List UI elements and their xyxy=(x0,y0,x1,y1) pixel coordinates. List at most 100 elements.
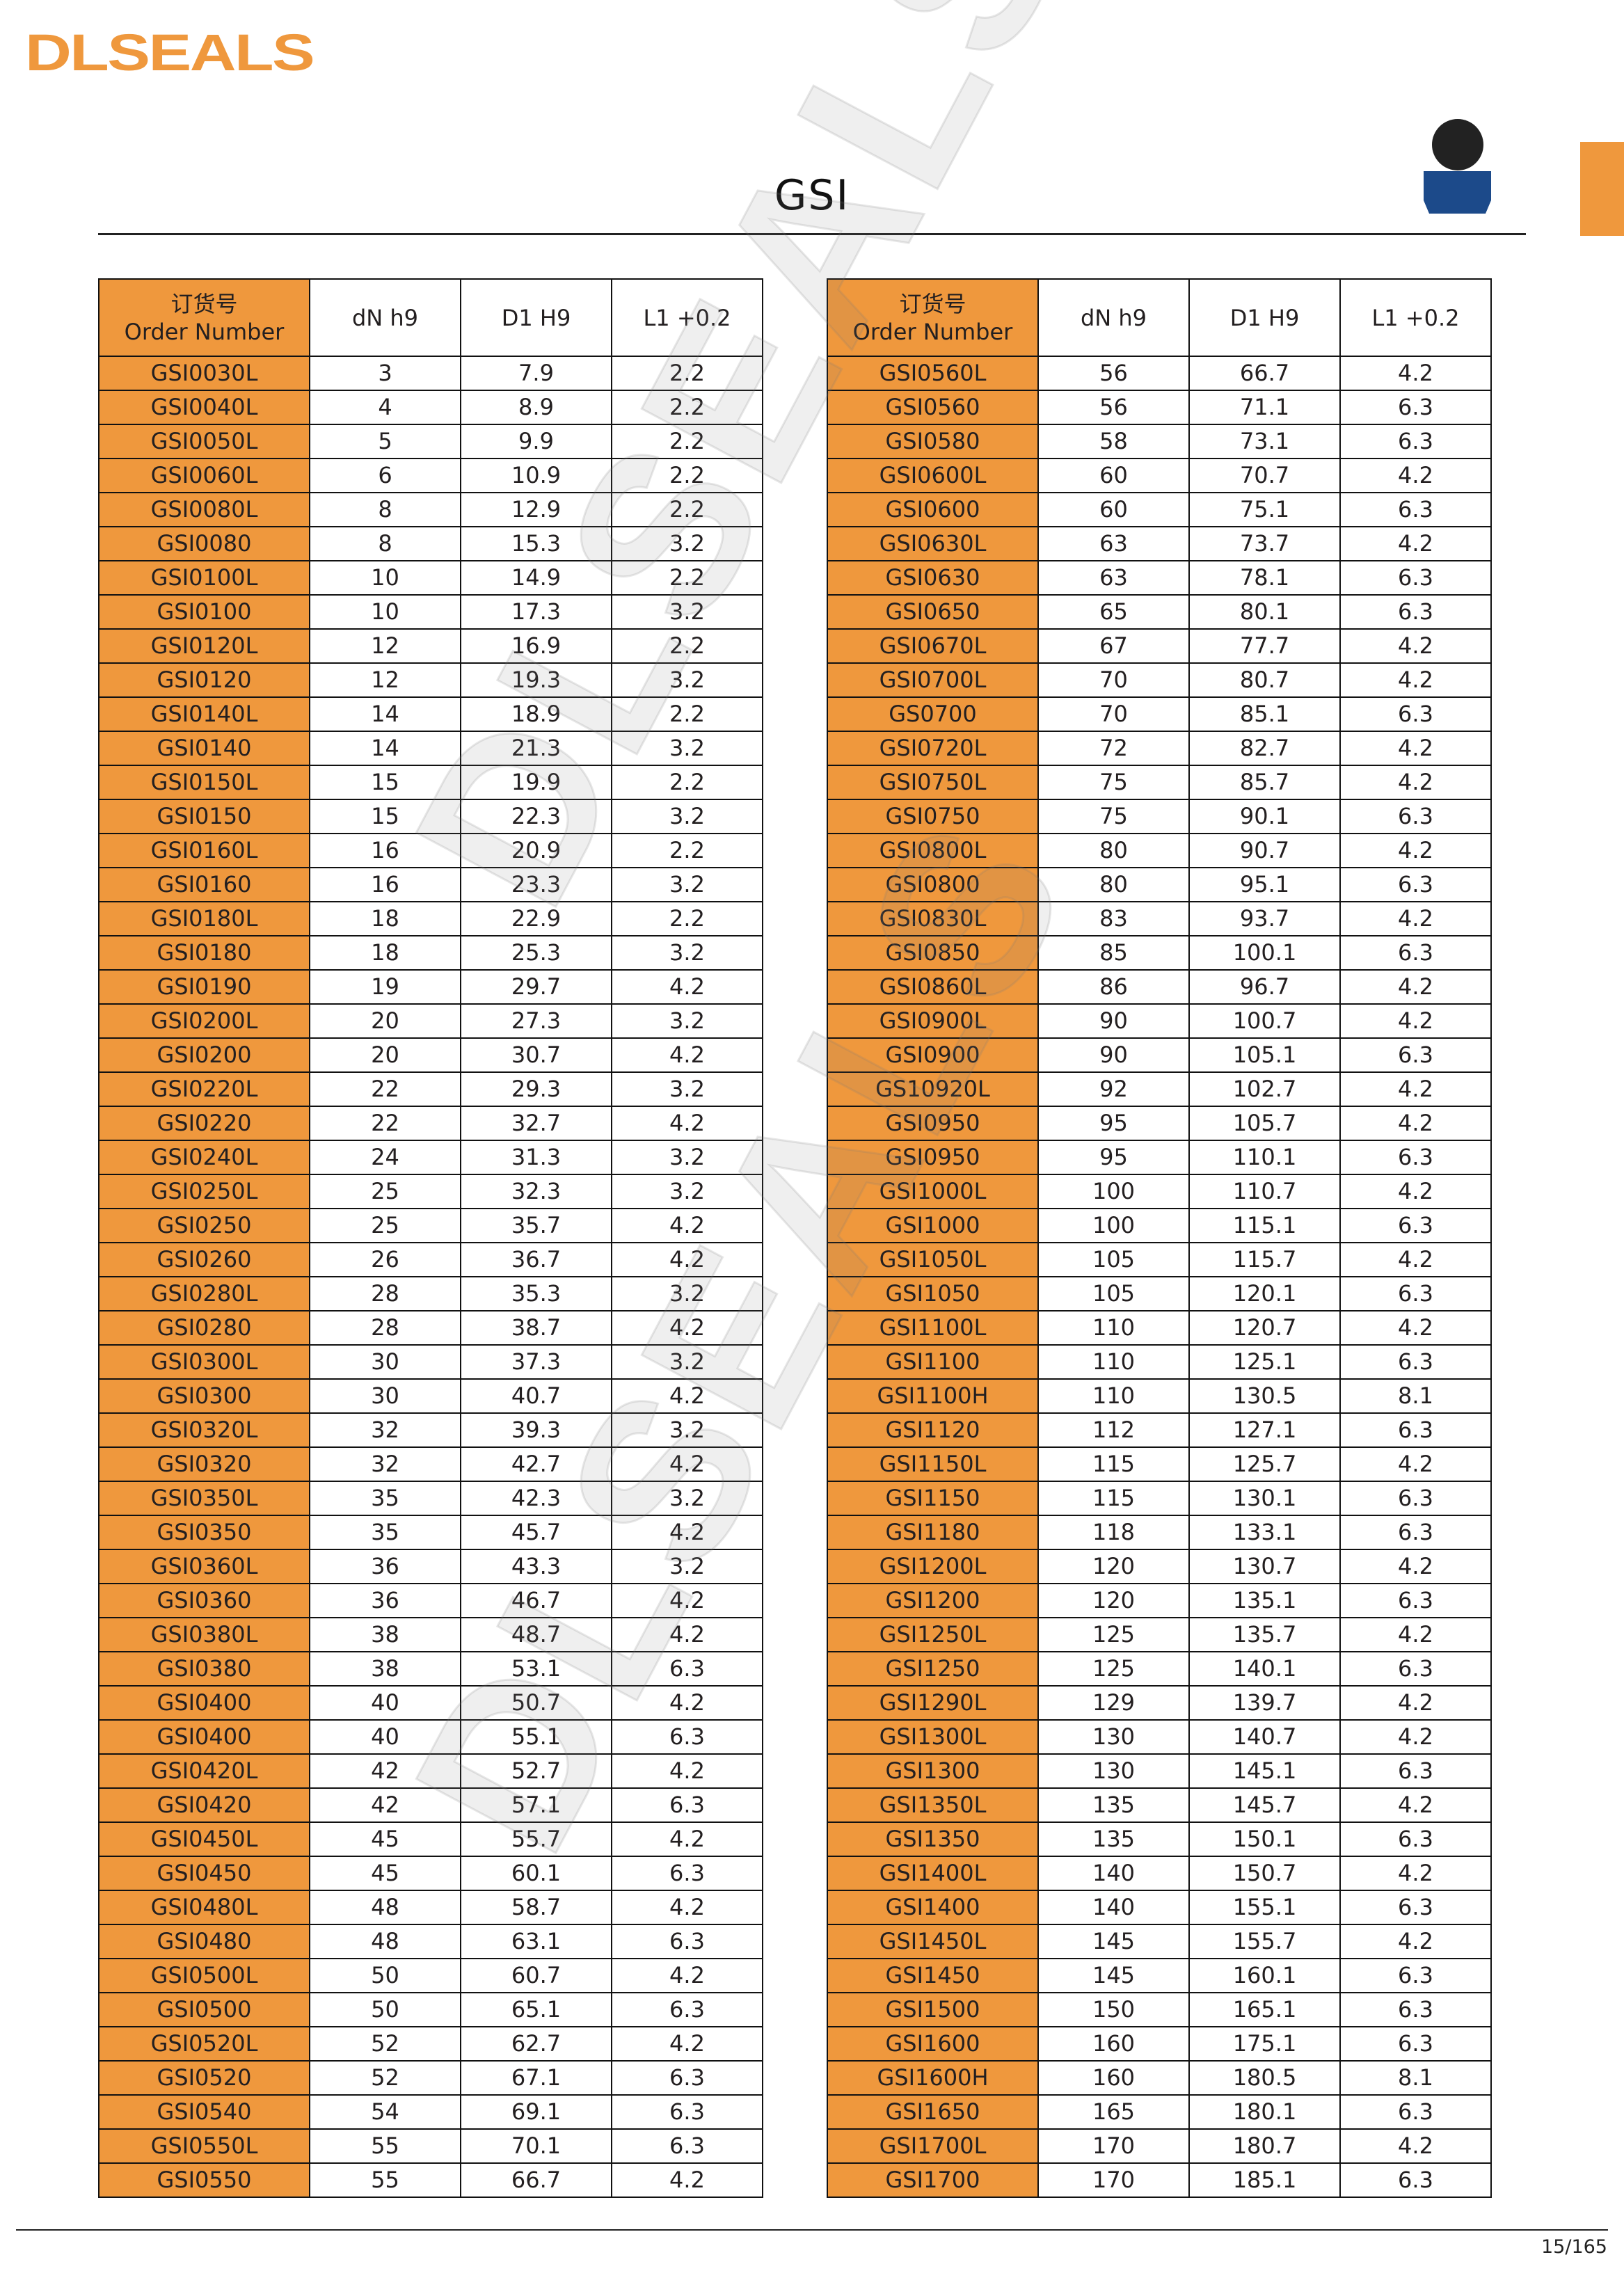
spec-table-right: 订货号 Order Number dN h9 D1 H9 L1 +0.2 GSI0… xyxy=(827,278,1492,2198)
order-number-cell: GSI0160L xyxy=(98,833,310,868)
table-row: GSI0600L 60 70.7 4.2 xyxy=(827,458,1492,493)
l1-cell: 4.2 xyxy=(1339,1924,1492,1959)
table-row: GSI0480L 48 58.7 4.2 xyxy=(98,1890,763,1925)
d1-cell: 22.9 xyxy=(460,901,612,936)
dn-cell: 140 xyxy=(1037,1856,1190,1891)
d1-cell: 135.7 xyxy=(1188,1617,1341,1652)
dn-cell: 140 xyxy=(1037,1890,1190,1925)
table-row: GS0700 70 85.1 6.3 xyxy=(827,696,1492,732)
order-number-cell: GSI0600L xyxy=(827,458,1039,493)
l1-cell: 4.2 xyxy=(611,1310,763,1346)
order-number-cell: GSI1600H xyxy=(827,2060,1039,2096)
d1-cell: 70.1 xyxy=(460,2128,612,2164)
l1-cell: 3.2 xyxy=(611,1003,763,1039)
d1-cell: 120.7 xyxy=(1188,1310,1341,1346)
dn-cell: 40 xyxy=(309,1719,461,1755)
table-row: GSI0900 90 105.1 6.3 xyxy=(827,1037,1492,1073)
dn-cell: 125 xyxy=(1037,1617,1190,1652)
d1-cell: 40.7 xyxy=(460,1378,612,1414)
dn-cell: 35 xyxy=(309,1481,461,1516)
seal-profile-icon xyxy=(1424,119,1491,214)
l1-cell: 4.2 xyxy=(611,1242,763,1277)
table-row: GSI0650 65 80.1 6.3 xyxy=(827,594,1492,630)
order-number-cell: GSI0450L xyxy=(98,1821,310,1857)
table-row: GSI1050L 105 115.7 4.2 xyxy=(827,1242,1492,1277)
l1-cell: 6.3 xyxy=(611,2094,763,2130)
order-number-cell: GSI0300 xyxy=(98,1378,310,1414)
d1-cell: 32.3 xyxy=(460,1174,612,1209)
table-row: GSI0380 38 53.1 6.3 xyxy=(98,1651,763,1687)
dn-cell: 36 xyxy=(309,1583,461,1618)
d1-cell: 19.3 xyxy=(460,662,612,698)
dn-cell: 80 xyxy=(1037,867,1190,902)
table-row: GSI1100 110 125.1 6.3 xyxy=(827,1344,1492,1380)
l1-cell: 6.3 xyxy=(611,1924,763,1959)
l1-cell: 2.2 xyxy=(611,833,763,868)
order-number-cell: GSI0950 xyxy=(827,1106,1039,1141)
table-row: GSI0830L 83 93.7 4.2 xyxy=(827,901,1492,936)
d1-cell: 85.1 xyxy=(1188,696,1341,732)
d1-cell: 69.1 xyxy=(460,2094,612,2130)
l1-cell: 3.2 xyxy=(611,1344,763,1380)
order-number-cell: GSI0040L xyxy=(98,390,310,425)
dn-cell: 38 xyxy=(309,1617,461,1652)
d1-cell: 14.9 xyxy=(460,560,612,596)
l1-cell: 4.2 xyxy=(1339,1856,1492,1891)
table-row: GSI0520L 52 62.7 4.2 xyxy=(98,2026,763,2062)
d1-cell: 100.1 xyxy=(1188,935,1341,971)
order-number-cell: GSI1300 xyxy=(827,1753,1039,1789)
dn-cell: 145 xyxy=(1037,1958,1190,1993)
l1-cell: 6.3 xyxy=(1339,935,1492,971)
order-number-cell: GSI1250L xyxy=(827,1617,1039,1652)
table-row: GSI0580 58 73.1 6.3 xyxy=(827,424,1492,459)
dn-cell: 100 xyxy=(1037,1208,1190,1243)
order-number-cell: GSI0250 xyxy=(98,1208,310,1243)
l1-cell: 4.2 xyxy=(611,1890,763,1925)
l1-cell: 6.3 xyxy=(1339,1037,1492,1073)
table-row: GSI0800L 80 90.7 4.2 xyxy=(827,833,1492,868)
table-row: GSI0500L 50 60.7 4.2 xyxy=(98,1958,763,1993)
order-number-cell: GSI0540 xyxy=(98,2094,310,2130)
table-row: GSI0560 56 71.1 6.3 xyxy=(827,390,1492,425)
table-row: GSI0900L 90 100.7 4.2 xyxy=(827,1003,1492,1039)
order-number-cell: GSI1200 xyxy=(827,1583,1039,1618)
d1-cell: 9.9 xyxy=(460,424,612,459)
d1-cell: 35.3 xyxy=(460,1276,612,1312)
d1-cell: 85.7 xyxy=(1188,765,1341,800)
dn-cell: 110 xyxy=(1037,1344,1190,1380)
order-number-cell: GSI0320L xyxy=(98,1412,310,1448)
dn-cell: 112 xyxy=(1037,1412,1190,1448)
table-row: GSI0420 42 57.1 6.3 xyxy=(98,1787,763,1823)
table-row: GSI0550 55 66.7 4.2 xyxy=(98,2162,763,2198)
order-number-cell: GSI0700L xyxy=(827,662,1039,698)
dn-cell: 42 xyxy=(309,1753,461,1789)
order-number-cell: GSI0500L xyxy=(98,1958,310,1993)
l1-cell: 4.2 xyxy=(1339,1242,1492,1277)
dn-cell: 15 xyxy=(309,765,461,800)
title-divider xyxy=(98,233,1526,235)
order-number-cell: GSI1650 xyxy=(827,2094,1039,2130)
table-row: GSI0630 63 78.1 6.3 xyxy=(827,560,1492,596)
d1-cell: 102.7 xyxy=(1188,1071,1341,1107)
dn-cell: 42 xyxy=(309,1787,461,1823)
d1-cell: 18.9 xyxy=(460,696,612,732)
dn-cell: 4 xyxy=(309,390,461,425)
dn-cell: 10 xyxy=(309,594,461,630)
table-row: GSI0860L 86 96.7 4.2 xyxy=(827,969,1492,1005)
l1-cell: 4.2 xyxy=(1339,458,1492,493)
d1-cell: 55.7 xyxy=(460,1821,612,1857)
order-number-cell: GSI1700 xyxy=(827,2162,1039,2198)
order-number-cell: GSI0480 xyxy=(98,1924,310,1959)
d1-cell: 36.7 xyxy=(460,1242,612,1277)
dn-cell: 55 xyxy=(309,2162,461,2198)
l1-cell: 3.2 xyxy=(611,594,763,630)
table-row: GSI1050 105 120.1 6.3 xyxy=(827,1276,1492,1312)
l1-cell: 4.2 xyxy=(1339,1787,1492,1823)
order-number-cell: GSI0650 xyxy=(827,594,1039,630)
l1-cell: 4.2 xyxy=(611,1037,763,1073)
table-row: GSI0280 28 38.7 4.2 xyxy=(98,1310,763,1346)
l1-cell: 3.2 xyxy=(611,526,763,561)
order-number-cell: GSI0220L xyxy=(98,1071,310,1107)
l1-cell: 4.2 xyxy=(1339,1719,1492,1755)
d1-cell: 17.3 xyxy=(460,594,612,630)
